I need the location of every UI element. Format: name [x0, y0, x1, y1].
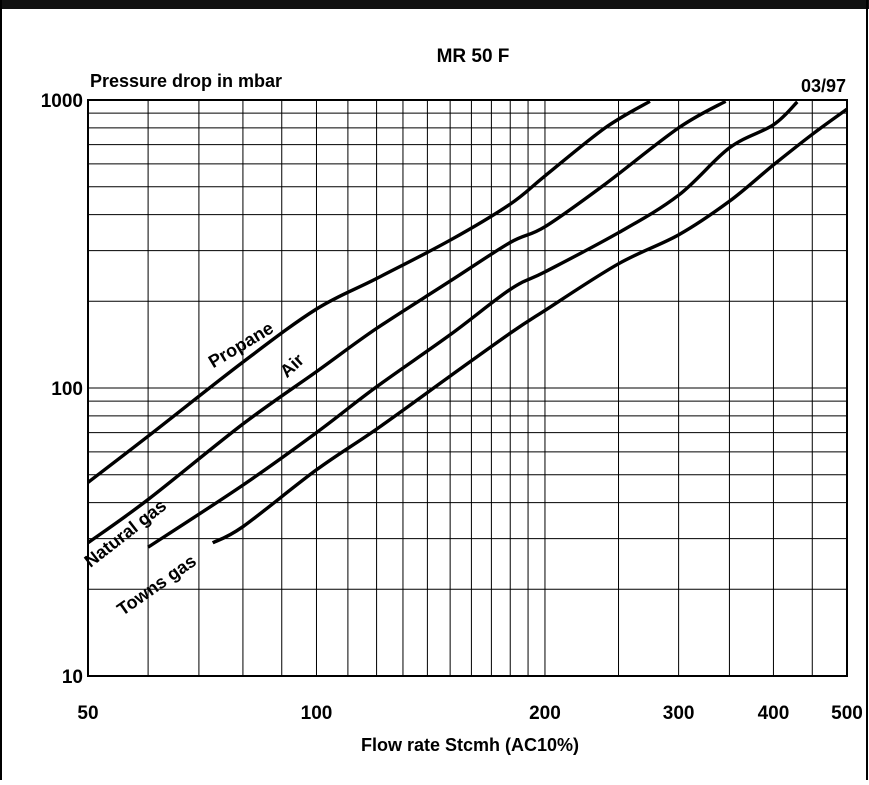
series-line-propane — [86, 99, 651, 484]
series-line-towns-gas — [211, 107, 848, 545]
series-label-air: Air — [276, 350, 308, 382]
plot-border — [87, 99, 848, 677]
grid — [88, 100, 847, 676]
x-tick-label: 100 — [301, 703, 333, 724]
x-tick-label: 50 — [77, 703, 98, 724]
x-tick-label: 200 — [529, 703, 561, 724]
x-tick-label: 500 — [831, 703, 863, 724]
tick-labels: 50 100 200 300 400 500 10 100 1000 — [41, 91, 863, 724]
y-tick-label: 100 — [51, 379, 83, 400]
header-bar — [0, 0, 869, 9]
y-axis-label: Pressure drop in mbar — [90, 71, 282, 91]
chart-code: 03/97 — [801, 76, 846, 96]
x-tick-label: 400 — [758, 703, 790, 724]
curves — [86, 99, 848, 549]
x-tick-label: 300 — [663, 703, 695, 724]
y-tick-label: 10 — [62, 667, 83, 688]
chart-title: MR 50 F — [437, 46, 510, 67]
x-axis-label: Flow rate Stcmh (AC10%) — [361, 735, 579, 755]
y-tick-label: 1000 — [41, 91, 83, 112]
series-label-towns-gas: Towns gas — [113, 551, 200, 620]
series-line-air — [87, 99, 727, 545]
series-line-natural-gas — [147, 100, 799, 549]
series-label-natural-gas: Natural gas — [81, 495, 171, 571]
